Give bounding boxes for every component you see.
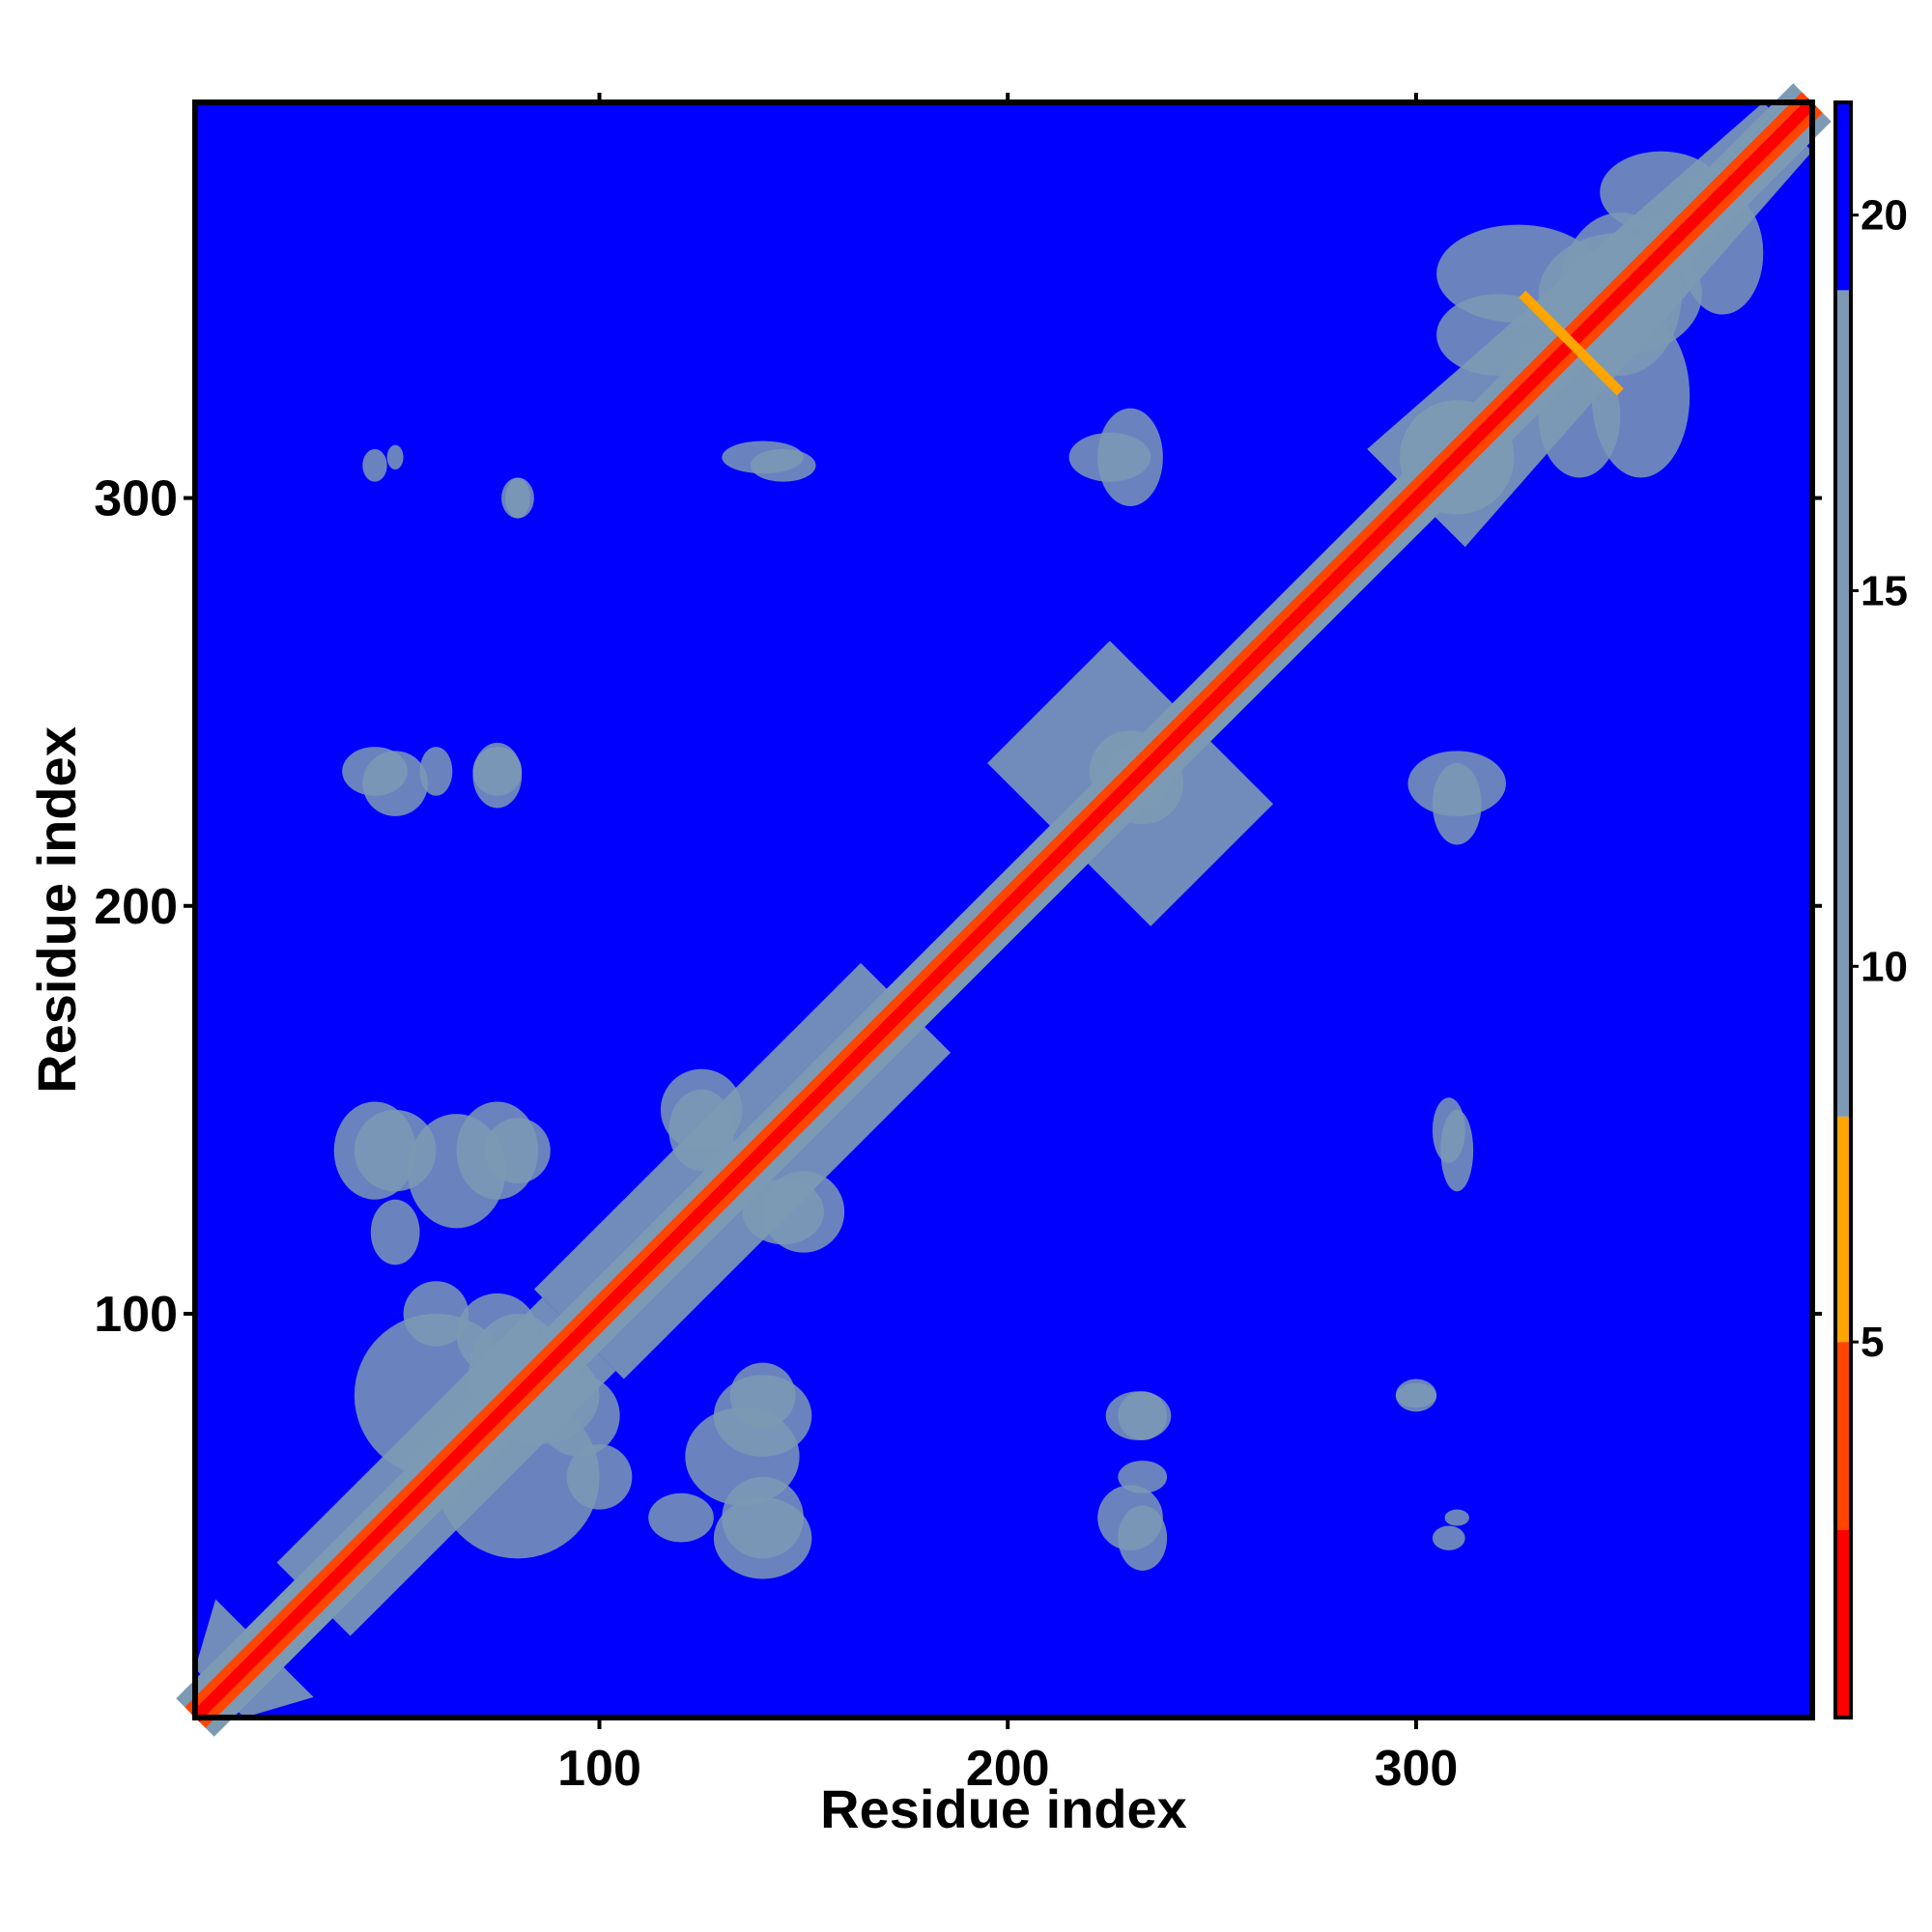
x-axis: 100 200 300: [557, 93, 1458, 1797]
contact-cluster: [456, 1101, 539, 1200]
contact-cluster: [1118, 1505, 1168, 1571]
colorbar-tick-label: 5: [1861, 1319, 1884, 1366]
contact-cluster: [1432, 1097, 1465, 1163]
contact-cluster: [354, 1109, 437, 1192]
contact-cluster: [1395, 1378, 1437, 1412]
colorbar-tick-label: 15: [1861, 567, 1908, 614]
y-axis: 100 200 300: [94, 471, 1822, 1343]
x-tick-label: 300: [1375, 1741, 1459, 1797]
contact-cluster: [342, 747, 408, 796]
contact-cluster: [1118, 1391, 1168, 1440]
diagonal-core: [190, 98, 1817, 1722]
colorbar-segment: [1835, 1116, 1851, 1343]
y-axis-title: Residue index: [26, 726, 87, 1094]
colorbar-tick-label: 20: [1861, 192, 1908, 240]
heatmap-cells: [176, 83, 1832, 1737]
contact-cluster: [713, 1375, 812, 1457]
contact-cluster: [566, 1444, 633, 1510]
colorbar-segment: [1835, 1342, 1851, 1530]
contact-cluster: [1407, 751, 1506, 816]
contact-cluster: [386, 444, 404, 470]
contact-cluster: [1097, 408, 1163, 506]
contact-cluster: [1444, 1509, 1469, 1526]
y-tick-label: 200: [94, 879, 178, 935]
contact-cluster: [722, 1476, 804, 1559]
x-tick-label: 200: [966, 1741, 1050, 1797]
x-axis-title: Residue index: [820, 1778, 1187, 1839]
y-tick-label: 100: [94, 1287, 178, 1343]
contact-cluster: [370, 1199, 420, 1265]
x-tick-label: 100: [557, 1741, 641, 1797]
colorbar: 5 10 15 20: [1833, 100, 1908, 1719]
contact-cluster: [750, 448, 816, 482]
contact-cluster: [648, 1492, 714, 1543]
contact-cluster: [419, 747, 453, 796]
colorbar-segment: [1835, 102, 1851, 291]
contact-cluster: [1432, 1525, 1465, 1550]
contact-cluster: [1118, 1461, 1168, 1493]
colorbar-frame: [1833, 100, 1853, 1719]
plot-frame: [192, 99, 1815, 1720]
colorbar-segment: [1835, 1529, 1851, 1718]
cross-feature: [1519, 290, 1624, 396]
contact-cluster: [472, 747, 523, 796]
contact-cluster: [403, 1281, 469, 1347]
y-tick-label: 300: [94, 471, 178, 527]
colorbar-segment: [1835, 290, 1851, 1117]
contact-cluster: [501, 477, 534, 519]
colorbar-tick-label: 10: [1861, 943, 1908, 990]
contact-cluster: [362, 448, 387, 482]
